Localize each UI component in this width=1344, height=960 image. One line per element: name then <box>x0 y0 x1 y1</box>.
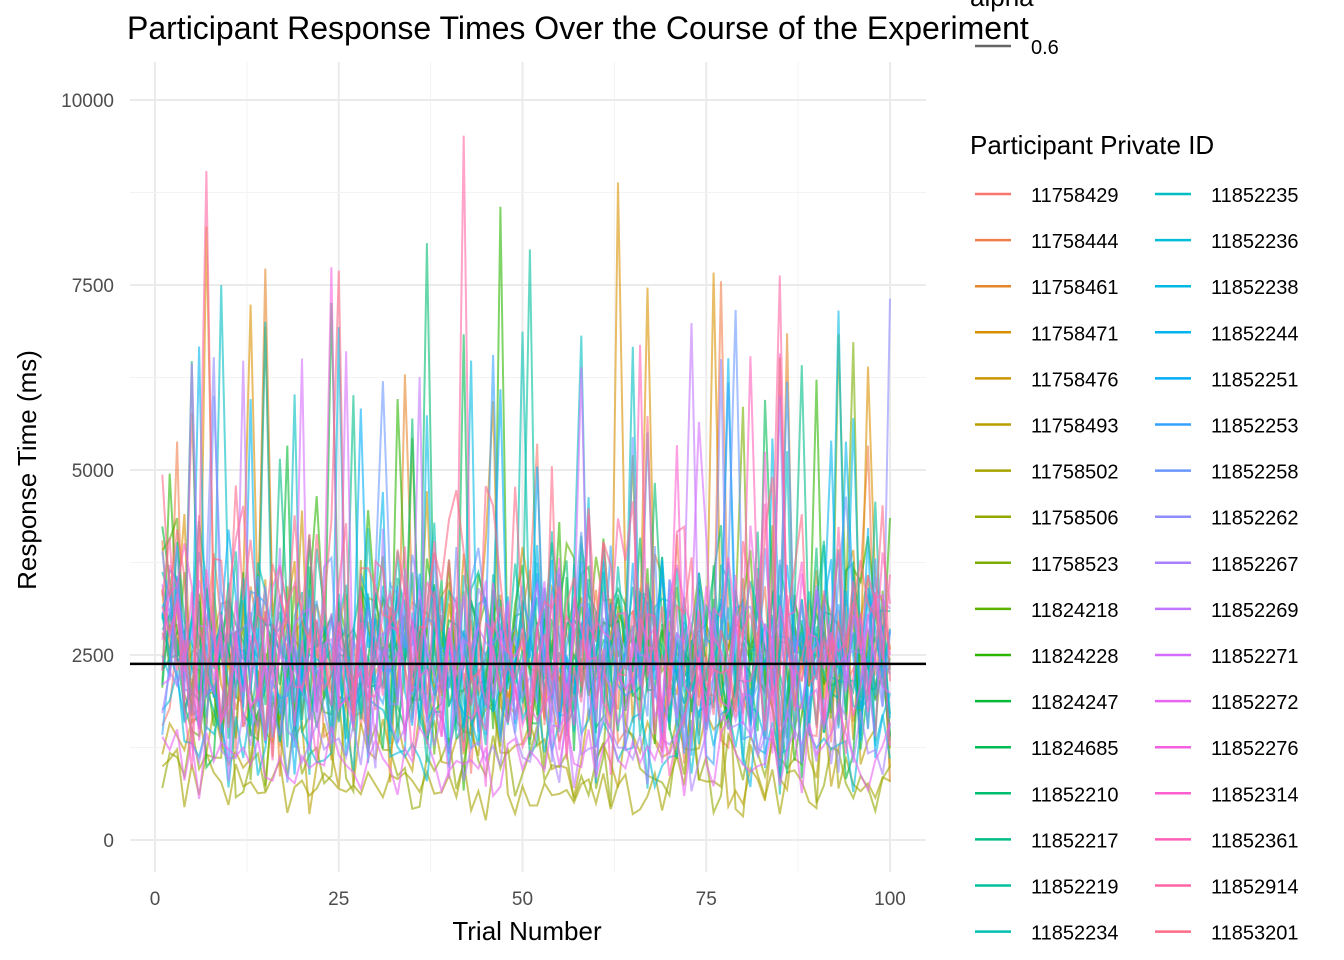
alpha-legend: alpha 0.6 <box>970 0 1059 59</box>
legend-label: 11758476 <box>1031 369 1119 391</box>
legend-item: 11758523 <box>975 554 1119 576</box>
legend-item: 11758476 <box>975 369 1119 391</box>
legend-item: 11852262 <box>1155 508 1299 530</box>
legend-label: 11758502 <box>1031 462 1119 484</box>
legend-label: 11758523 <box>1031 554 1119 576</box>
legend-item: 11852238 <box>1155 277 1299 299</box>
legend-label: 11852244 <box>1211 323 1299 345</box>
y-tick-label: 0 <box>103 831 114 852</box>
x-tick-label: 75 <box>696 889 717 910</box>
x-tick-label: 25 <box>328 889 349 910</box>
x-tick-label: 100 <box>874 889 906 910</box>
series-line-11853201 <box>161 270 891 759</box>
legend-item: 11758444 <box>975 231 1119 253</box>
legend-item: 11852361 <box>1155 830 1299 852</box>
legend-label: 11824685 <box>1031 738 1119 760</box>
y-axis-ticks: 0 2500 5000 7500 10000 <box>61 91 114 852</box>
legend-item: 11758461 <box>975 277 1119 299</box>
legend-item: 11758502 <box>975 462 1119 484</box>
legend-label: 11852219 <box>1031 877 1119 899</box>
legend-label: 11758429 <box>1031 185 1119 207</box>
x-tick-label: 0 <box>150 889 161 910</box>
legend-item: 11852234 <box>975 923 1119 945</box>
legend-item: 11824247 <box>975 692 1119 714</box>
y-axis-title: Response Time (ms) <box>12 350 42 590</box>
series-line-11758502 <box>161 669 891 821</box>
legend-item: 11852272 <box>1155 692 1299 714</box>
legend-title: Participant Private ID <box>970 130 1214 160</box>
legend-label: 11824247 <box>1031 692 1119 714</box>
x-tick-label: 50 <box>512 889 533 910</box>
legend-item: 11824218 <box>975 600 1119 622</box>
legend-label: 11758461 <box>1031 277 1119 299</box>
series-line-11852361 <box>161 344 891 776</box>
legend-label: 11852314 <box>1211 784 1299 806</box>
legend-item: 11852269 <box>1155 600 1299 622</box>
legend-item: 11852210 <box>975 784 1119 806</box>
alpha-legend-title: alpha <box>970 0 1034 12</box>
legend-label: 11852235 <box>1211 185 1299 207</box>
series-line-11852276 <box>161 267 891 787</box>
series-line-11758506 <box>161 560 891 817</box>
legend-item: 11852251 <box>1155 369 1299 391</box>
legend-item: 11852236 <box>1155 231 1299 253</box>
legend-label: 11824228 <box>1031 646 1119 668</box>
series-lines <box>161 135 891 821</box>
x-axis-title: Trial Number <box>452 916 602 946</box>
legend-label: 11758444 <box>1031 231 1119 253</box>
legend-label: 11852269 <box>1211 600 1299 622</box>
legend-item: 11852235 <box>1155 185 1299 207</box>
legend-label: 11852267 <box>1211 554 1299 576</box>
legend-label: 11852238 <box>1211 277 1299 299</box>
legend-label: 11852914 <box>1211 877 1299 899</box>
legend-item: 11758493 <box>975 416 1119 438</box>
y-tick-label: 2500 <box>72 646 114 667</box>
legend-item: 11853201 <box>1155 923 1299 945</box>
x-axis-ticks: 0 25 50 75 100 <box>150 889 906 910</box>
legend-item: 11824228 <box>975 646 1119 668</box>
legend-label: 11852262 <box>1211 508 1299 530</box>
legend-label: 11852217 <box>1031 830 1119 852</box>
series-line-11852272 <box>161 657 891 800</box>
legend-item: 11758471 <box>975 323 1119 345</box>
chart-title: Participant Response Times Over the Cour… <box>127 10 1029 46</box>
legend-item: 11852219 <box>975 877 1119 899</box>
legend-label: 11852276 <box>1211 738 1299 760</box>
y-tick-label: 10000 <box>61 91 114 112</box>
legend-item: 11852258 <box>1155 462 1299 484</box>
legend-item: 11852253 <box>1155 416 1299 438</box>
legend-label: 11758471 <box>1031 323 1119 345</box>
legend-label: 11852253 <box>1211 416 1299 438</box>
legend-label: 11852236 <box>1211 231 1299 253</box>
legend-item: 11852271 <box>1155 646 1299 668</box>
legend-label: 11758493 <box>1031 416 1119 438</box>
legend-item: 11852314 <box>1155 784 1299 806</box>
legend-item: 11824685 <box>975 738 1119 760</box>
legend-label: 11852271 <box>1211 646 1299 668</box>
y-tick-label: 5000 <box>72 461 114 482</box>
legend-item: 11852267 <box>1155 554 1299 576</box>
legend: Participant Private ID 11758429 11758444 1… <box>970 130 1299 945</box>
legend-label: 11852361 <box>1211 830 1299 852</box>
legend-item: 11852244 <box>1155 323 1299 345</box>
legend-item: 11852914 <box>1155 877 1299 899</box>
y-tick-label: 7500 <box>72 276 114 297</box>
legend-item: 11852276 <box>1155 738 1299 760</box>
legend-label: 11852251 <box>1211 369 1299 391</box>
legend-label: 11824218 <box>1031 600 1119 622</box>
legend-item: 11852217 <box>975 830 1119 852</box>
legend-label: 11852234 <box>1031 923 1119 945</box>
legend-item: 11758429 <box>975 185 1119 207</box>
legend-label: 11853201 <box>1211 923 1299 945</box>
alpha-legend-value: 0.6 <box>1031 37 1059 59</box>
legend-label: 11852272 <box>1211 692 1299 714</box>
legend-item: 11758506 <box>975 508 1119 530</box>
legend-label: 11852210 <box>1031 784 1119 806</box>
legend-label: 11758506 <box>1031 508 1119 530</box>
legend-label: 11852258 <box>1211 462 1299 484</box>
